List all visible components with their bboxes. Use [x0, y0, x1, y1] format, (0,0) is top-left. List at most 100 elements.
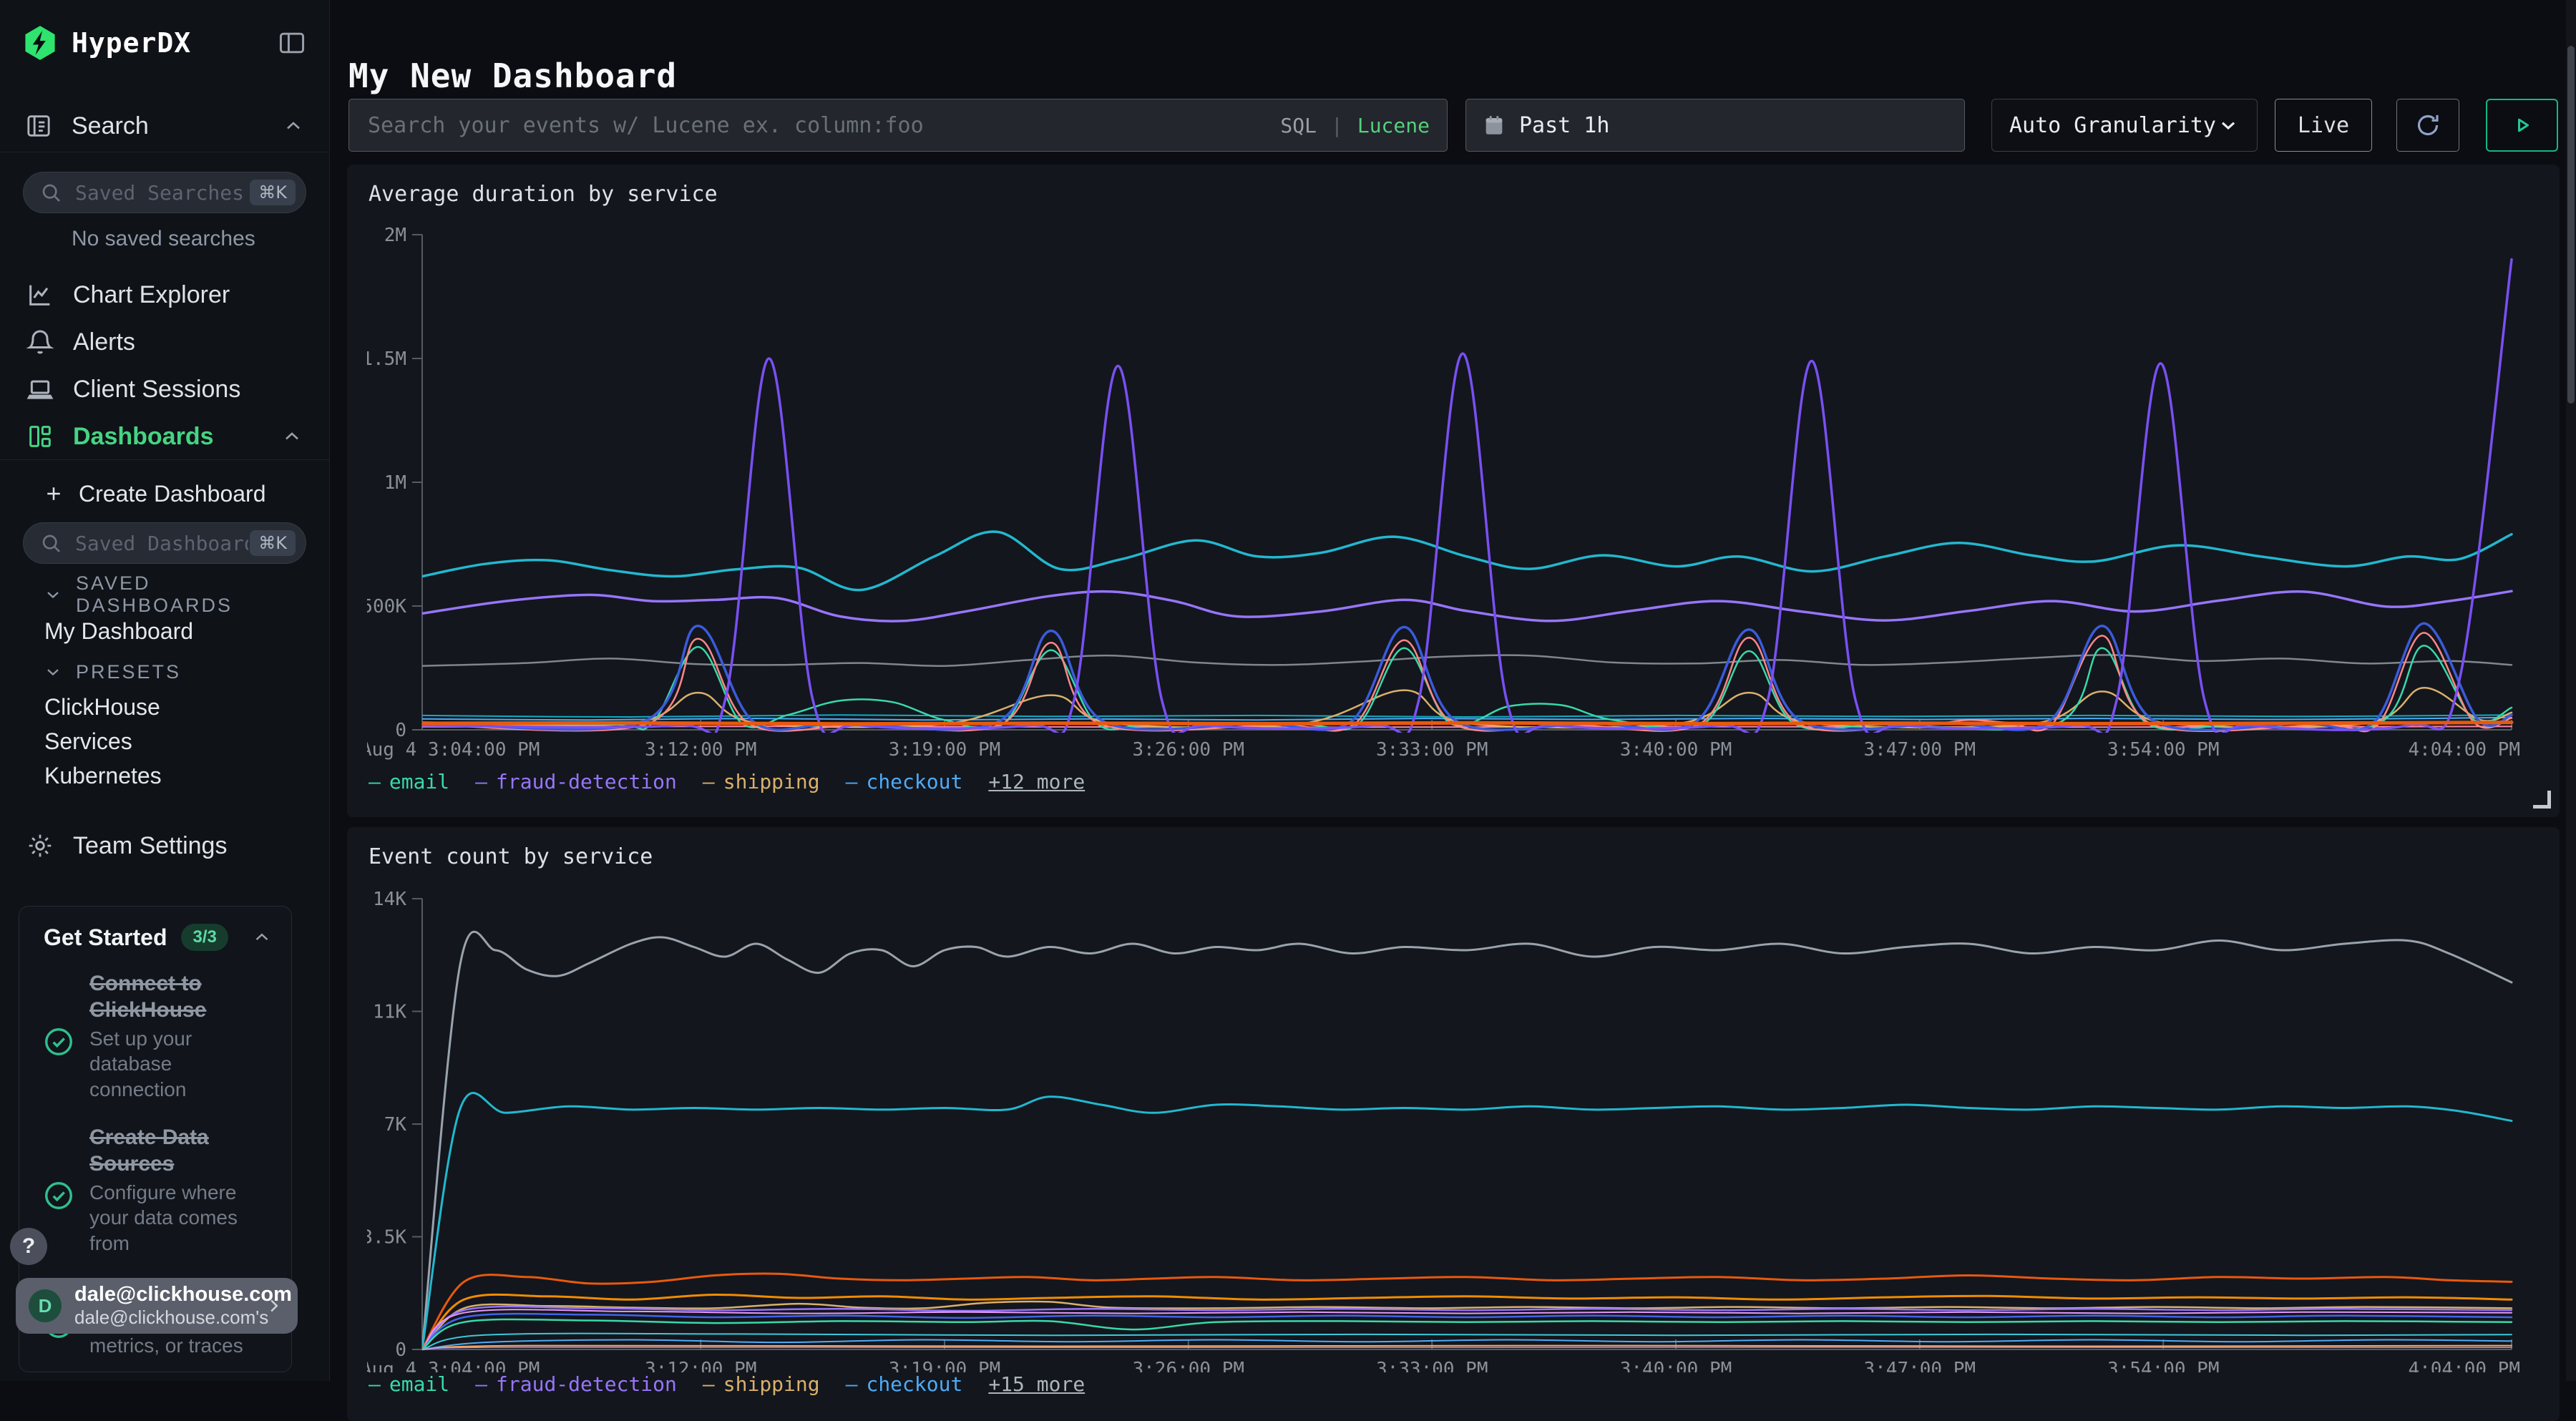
series-series-teal-thin [422, 714, 2512, 718]
sidebar-item-chart-explorer[interactable]: Chart Explorer [0, 275, 329, 315]
svg-text:14K: 14K [373, 889, 406, 910]
chart-title: Average duration by service [369, 182, 718, 207]
svg-text:3:12:00 PM: 3:12:00 PM [645, 739, 757, 761]
sidebar-item-services[interactable]: Services [0, 724, 329, 758]
svg-text:2M: 2M [384, 225, 406, 246]
series-series-orange-2 [422, 1293, 2513, 1351]
legend-item[interactable]: — checkout [845, 770, 963, 793]
scrollbar-thumb[interactable] [2567, 46, 2575, 404]
search-icon [39, 532, 62, 555]
sidebar-item-team-settings[interactable]: Team Settings [0, 826, 329, 866]
sidebar-item-label: Alerts [73, 328, 135, 356]
section-presets[interactable]: PRESETS [0, 655, 329, 688]
chart-panel-event-count: Event count by service 14K 11K 7K 3.5K 0 Aug … [347, 827, 2560, 1421]
step-description: Set up your database connection [89, 1027, 192, 1100]
sidebar-item-search[interactable]: Search [0, 104, 329, 147]
chevron-right-icon [263, 1295, 285, 1317]
sidebar-item-kubernetes[interactable]: Kubernetes [0, 758, 329, 793]
svg-text:3:54:00 PM: 3:54:00 PM [2107, 739, 2220, 761]
sidebar-item-client-sessions[interactable]: Client Sessions [0, 369, 329, 409]
svg-text:4:04:00 PM: 4:04:00 PM [2408, 739, 2520, 761]
get-started-step-sources[interactable]: Create Data Sources Configure where your… [19, 1109, 291, 1263]
event-search-input[interactable]: SQL | Lucene [348, 99, 1448, 152]
svg-text:3:12:00 PM: 3:12:00 PM [645, 1359, 757, 1372]
toolbar: SQL | Lucene Past 1h Auto Granularity Li… [348, 99, 2558, 152]
sidebar-item-my-dashboard[interactable]: My Dashboard [0, 614, 329, 648]
live-label: Live [2297, 112, 2350, 138]
time-range-value: Past 1h [1519, 112, 1610, 138]
series-series-pink [422, 1309, 2512, 1350]
svg-text:Aug 4 3:04:00 PM: Aug 4 3:04:00 PM [367, 739, 540, 761]
help-button[interactable]: ? [10, 1228, 47, 1265]
series-series-cyan [422, 530, 2513, 592]
chevron-up-icon [282, 114, 305, 137]
chevron-up-icon [251, 927, 273, 948]
sidebar: HyperDX Search ⌘K No saved searches Char… [0, 0, 330, 1381]
get-started-step-connect[interactable]: Connect to ClickHouse Set up your databa… [19, 955, 291, 1109]
user-menu[interactable]: D dale@clickhouse.com dale@clickhouse.co… [16, 1278, 298, 1334]
series-series-blue-2 [422, 1339, 2512, 1350]
series-series-cyan [422, 1092, 2513, 1351]
step-title: Create Data Sources [89, 1125, 209, 1176]
legend-item[interactable]: — shipping [702, 770, 820, 793]
sidebar-item-alerts[interactable]: Alerts [0, 322, 329, 362]
preset-link-label: Kubernetes [44, 762, 162, 788]
saved-dashboards-input[interactable]: ⌘K [23, 522, 306, 564]
sidebar-item-clickhouse[interactable]: ClickHouse [0, 690, 329, 724]
series-shipping [422, 1300, 2513, 1351]
legend-item[interactable]: — checkout [845, 1372, 963, 1396]
get-started-header[interactable]: Get Started 3/3 [19, 907, 291, 955]
series-email [422, 1318, 2513, 1351]
saved-searches-input[interactable]: ⌘K [23, 172, 306, 213]
create-dashboard-button[interactable]: Create Dashboard [0, 475, 329, 512]
step-description: Configure where your data comes from [89, 1181, 238, 1254]
vertical-scrollbar[interactable] [2566, 0, 2576, 1381]
search-icon [39, 181, 62, 204]
svg-text:Aug 4 3:04:00 PM: Aug 4 3:04:00 PM [367, 1359, 540, 1372]
section-label: PRESETS [76, 660, 182, 683]
svg-text:3:33:00 PM: 3:33:00 PM [1376, 1359, 1488, 1372]
svg-text:0: 0 [395, 720, 406, 741]
live-button[interactable]: Live [2275, 99, 2372, 152]
sidebar-item-label: Dashboards [73, 422, 214, 450]
sidebar-collapse-icon[interactable] [276, 27, 308, 59]
page-title: My New Dashboard [348, 56, 678, 95]
sql-mode-toggle[interactable]: SQL [1280, 113, 1317, 137]
calendar-icon [1482, 113, 1506, 137]
granularity-select[interactable]: Auto Granularity [1991, 99, 2258, 152]
series-checkout [422, 1312, 2513, 1351]
sidebar-item-dashboards[interactable]: Dashboards [0, 416, 329, 456]
legend-more-link[interactable]: +12 more [988, 770, 1085, 793]
preset-link-label: ClickHouse [44, 693, 160, 720]
panel-resize-handle[interactable] [2533, 791, 2551, 809]
legend-item[interactable]: — email [369, 1372, 450, 1396]
legend-item[interactable]: — email [369, 770, 450, 793]
run-query-button[interactable] [2486, 99, 2558, 152]
time-range-picker[interactable]: Past 1h [1465, 99, 1965, 152]
section-saved-dashboards[interactable]: SAVED DASHBOARDS [0, 572, 329, 616]
no-saved-searches-text: No saved searches [72, 227, 255, 250]
svg-text:3:40:00 PM: 3:40:00 PM [1620, 1359, 1732, 1372]
event-search-field[interactable] [366, 112, 1281, 139]
saved-searches-field[interactable] [74, 180, 250, 205]
granularity-value: Auto Granularity [2009, 112, 2216, 138]
legend-item[interactable]: — shipping [702, 1372, 820, 1396]
user-email: dale@clickhouse.com [74, 1283, 292, 1306]
get-started-progress-badge: 3/3 [181, 924, 228, 951]
chart-panel-average-duration: Average duration by service 2M 1.5M 1M 500K… [347, 165, 2560, 817]
refresh-button[interactable] [2396, 99, 2459, 152]
sidebar-item-label: Team Settings [73, 831, 228, 859]
series-series-gray [422, 654, 2513, 668]
legend-item[interactable]: — fraud-detection [475, 1372, 677, 1396]
chart-legend: — email — fraud-detection — shipping — checkout… [369, 1372, 1085, 1396]
legend-more-link[interactable]: +15 more [988, 1372, 1085, 1396]
lucene-mode-toggle[interactable]: Lucene [1357, 113, 1430, 137]
sidebar-item-label: Search [72, 112, 149, 140]
saved-dashboards-field[interactable] [74, 530, 250, 556]
legend-item[interactable]: — fraud-detection [475, 770, 677, 793]
main-content: My New Dashboard SQL | Lucene Past 1h Au… [330, 0, 2576, 1421]
svg-text:3:40:00 PM: 3:40:00 PM [1620, 739, 1732, 761]
svg-text:7K: 7K [384, 1114, 407, 1136]
chart-legend: — email — fraud-detection — shipping — checkout… [369, 770, 1085, 793]
chevron-down-icon [2217, 114, 2240, 137]
